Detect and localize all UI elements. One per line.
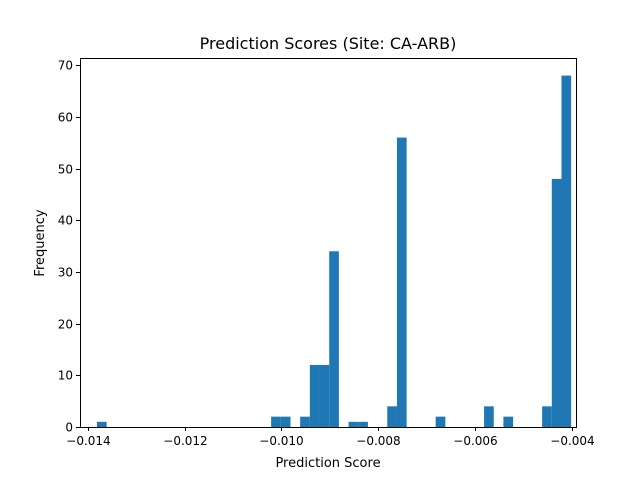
histogram-bar [484,406,494,427]
histogram-bar [396,137,407,427]
x-tick-label: −0.010 [259,434,303,448]
x-tick-label: −0.006 [453,434,497,448]
histogram-bar [348,421,359,427]
x-axis-ticks: −0.014 −0.012 −0.010 −0.008 −0.006 −0.004 [66,427,595,448]
histogram-bar [435,416,446,427]
y-axis-ticks: 0 10 20 30 40 50 60 70 [58,59,80,435]
x-tick-label: −0.014 [66,434,110,448]
x-tick-label: −0.012 [163,434,207,448]
y-tick-label: 30 [58,266,73,280]
histogram-bar [300,416,310,427]
histogram-bar [542,406,552,427]
histogram-bar [271,416,281,427]
plot-frame [80,58,577,428]
histogram-bar [503,416,514,427]
y-axis-label: Frequency [33,209,48,276]
histogram-bar [358,421,368,427]
histogram-bar [387,406,397,427]
histogram-bar [329,251,339,427]
y-tick-label: 20 [58,318,73,332]
x-axis-label: Prediction Score [275,456,380,471]
y-tick-label: 40 [58,214,73,228]
histogram-bar [551,178,562,427]
y-tick-label: 0 [65,421,73,435]
x-tick-label: −0.004 [550,434,594,448]
histogram-bar [96,421,107,427]
histogram-bar [309,364,320,427]
y-tick-label: 10 [58,369,73,383]
y-tick-label: 70 [58,59,73,73]
histogram-bar [561,75,572,427]
y-tick-label: 50 [58,163,73,177]
histogram-bar [319,364,330,427]
histogram-bar [280,416,291,427]
chart-title: Prediction Scores (Site: CA-ARB) [200,34,457,53]
y-tick-label: 60 [58,111,73,125]
x-tick-label: −0.008 [356,434,400,448]
histogram-bars [96,75,572,427]
